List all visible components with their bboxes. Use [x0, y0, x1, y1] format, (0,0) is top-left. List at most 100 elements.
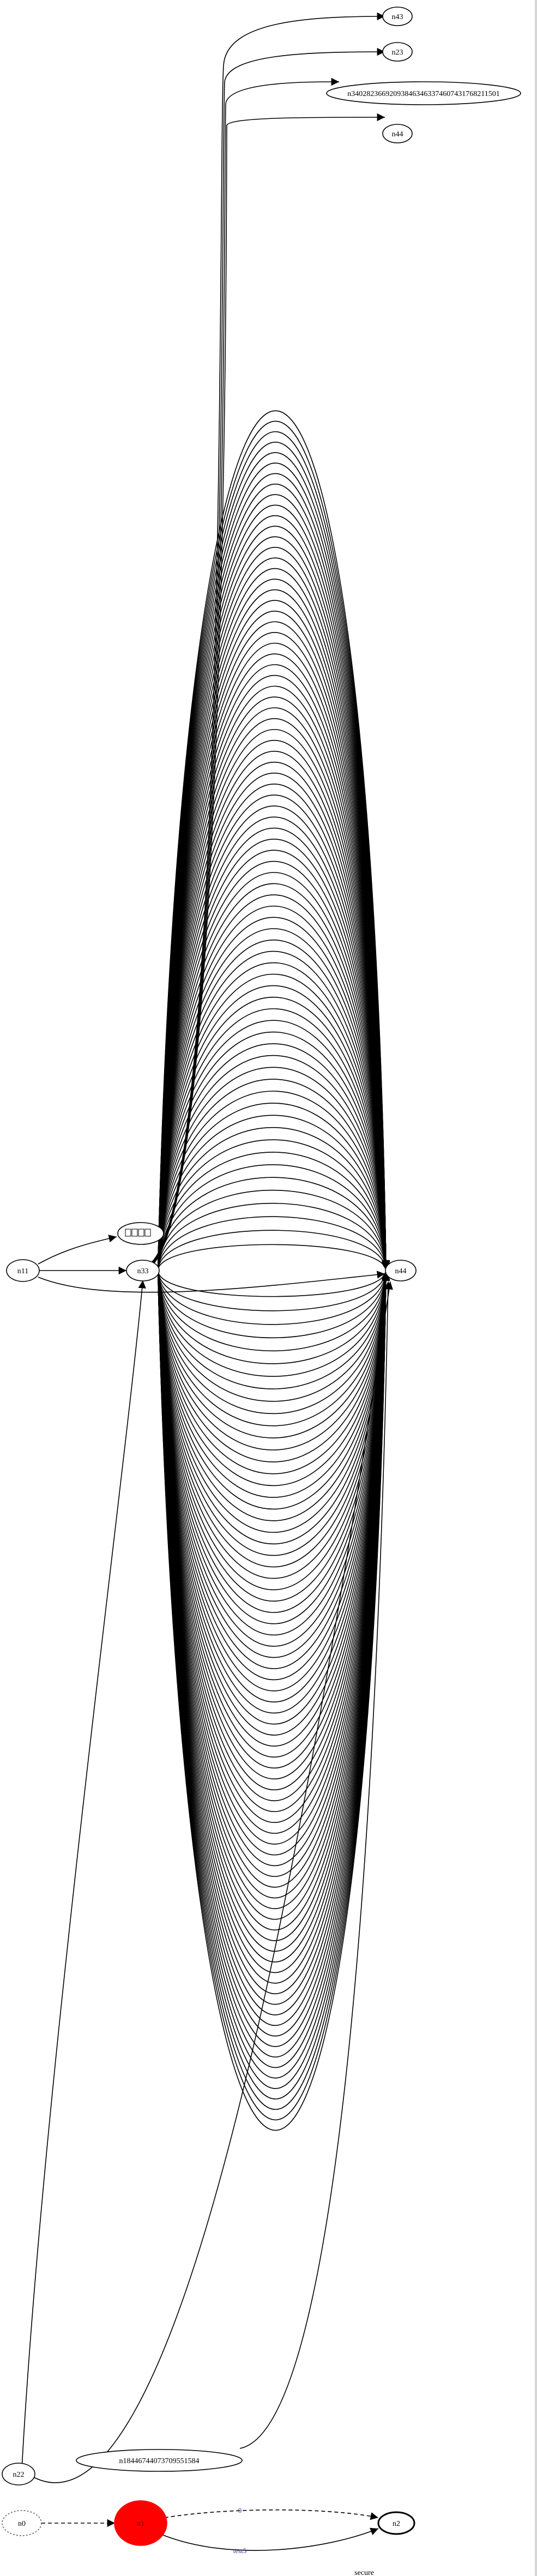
edge-n33-n44-up-9	[158, 1139, 390, 1270]
node-n18446744073709551584[interactable]: n18446744073709551584	[76, 2449, 243, 2472]
node-n33[interactable]: n33	[126, 1260, 160, 1281]
edge-n33-n44-up-54	[158, 632, 390, 1269]
edge-n33-n44-down-28	[158, 1272, 390, 1624]
edge-n33-n44-down-17	[158, 1271, 390, 1498]
edge-n33-n44-up-13	[158, 1091, 390, 1270]
edge-n11-n44	[38, 1271, 385, 1293]
edge-n33-n23	[146, 47, 385, 1268]
edge-n33-n44-up-31	[158, 883, 390, 1269]
edge-n33-n44-down-36	[158, 1272, 390, 1714]
edge-n33-n44-down-10	[158, 1271, 390, 1414]
node-n11[interactable]: n11	[6, 1259, 40, 1282]
edge-n33-n44-up-22	[158, 985, 390, 1270]
edge-n33-n44-up-36	[158, 827, 390, 1269]
edge-n33-n44-top	[146, 113, 385, 1270]
edge-n33-n44-up-70	[158, 462, 390, 1268]
edge-label-0: 0	[238, 2506, 242, 2514]
edge-n33-n44-up-57	[158, 600, 390, 1269]
edge-n33-n44-up-59	[158, 579, 390, 1269]
node-n340-label: n340282366920938463463374607431768211501	[347, 90, 499, 98]
edge-n33-n44-up-56	[158, 610, 390, 1269]
edge-n33-n44-up-58	[158, 589, 390, 1269]
edge-n33-n44-down-52	[158, 1272, 390, 1888]
edge-n33-n44-down-32	[158, 1272, 390, 1669]
edge-n33-n44-down-63	[158, 1273, 390, 2005]
edge-n33-n44-up-10	[158, 1127, 390, 1270]
edge-n33-n44-up-49	[158, 685, 390, 1269]
edge-n33-n44-up-52	[158, 653, 390, 1269]
edge-n33-n44-up-75	[158, 410, 390, 1268]
edge-n33-n44-up-17	[158, 1043, 390, 1270]
node-n43[interactable]: n43	[382, 7, 413, 26]
edge-n33-n44-up-68	[158, 484, 390, 1268]
edge-n33-n44-down-20	[158, 1271, 390, 1533]
edge-n33-n44-down-48	[158, 1272, 390, 1845]
edge-n33-n44-down-75	[158, 1273, 390, 2131]
edge-n33-n44-down-23	[158, 1271, 390, 1568]
edge-n33-n44-up-29	[158, 906, 390, 1269]
edge-n33-n44-up-15	[158, 1067, 390, 1270]
edge-n33-n44-down-27	[158, 1272, 390, 1613]
node-n1[interactable]: n1	[114, 2500, 167, 2546]
edge-n33-n44-down-18	[158, 1271, 390, 1510]
edge-n33-n44-down-59	[158, 1272, 390, 1963]
edge-n33-n44-down-57	[158, 1272, 390, 1941]
edge-n33-n44-up-67	[158, 494, 390, 1268]
node-n23[interactable]: n23	[382, 42, 413, 62]
node-n22[interactable]: n22	[2, 2463, 35, 2485]
edge-n33-n44-down-34	[158, 1272, 390, 1692]
node-n340282366920938463463374607431768211501[interactable]: n340282366920938463463374607431768211501	[326, 81, 521, 105]
edge-n33-n44-up-37	[158, 816, 390, 1269]
edge-n33-n44-down-26	[158, 1272, 390, 1602]
edge-n33-n44-up-46	[158, 718, 390, 1269]
node-n0[interactable]: n0	[2, 2510, 42, 2536]
edge-n33-n44-up-35	[158, 839, 390, 1269]
edge-n33-n44-up-50	[158, 675, 390, 1269]
edge-n33-n44-down-2	[158, 1271, 390, 1311]
edge-n1-n2-dashed	[164, 2509, 379, 2520]
edge-n33-n44-up-8	[158, 1152, 390, 1270]
edge-n33-n44-down-39	[158, 1272, 390, 1747]
edge-n33-n44-down-38	[158, 1272, 390, 1736]
node-n44[interactable]: n44	[385, 1260, 417, 1281]
edge-n33-n44-up-12	[158, 1103, 390, 1270]
node-n22-label: n22	[13, 2471, 25, 2479]
node-n2-label: n2	[393, 2520, 400, 2528]
node-glyph-unlabeled[interactable]	[117, 1222, 164, 1245]
edge-n33-n44-up-41	[158, 773, 390, 1269]
edge-n33-n44-up-51	[158, 664, 390, 1269]
right-edge-rule	[535, 0, 537, 2576]
node-n18-label: n18446744073709551584	[119, 2457, 200, 2465]
edge-n33-n44-down-16	[158, 1271, 390, 1486]
edge-n33-n44-down-55	[158, 1272, 390, 1920]
node-n44-label: n44	[395, 1267, 407, 1275]
subgraph-label-secure: secure	[354, 2569, 374, 2576]
edge-n33-n44-up-38	[158, 805, 390, 1269]
edge-n33-n44-down-46	[158, 1272, 390, 1823]
node-n44-top[interactable]: n44	[382, 124, 413, 143]
glyph-box-icon	[125, 1229, 151, 1237]
edge-n33-n44-up-71	[158, 452, 390, 1268]
edge-n33-n44-down-47	[158, 1272, 390, 1834]
edge-n33-n44-up-33	[158, 861, 390, 1269]
edge-n33-n44-down-43	[158, 1272, 390, 1791]
node-n2[interactable]: n2	[377, 2511, 415, 2535]
edge-n33-n44-up-24	[158, 962, 390, 1270]
edge-n33-n44-up-69	[158, 473, 390, 1268]
edge-n33-n44-down-25	[158, 1271, 390, 1591]
edges-to-top-nodes	[146, 12, 385, 1270]
edge-n33-n44-up-44	[158, 740, 390, 1269]
edge-n33-n44-up-20	[158, 1008, 390, 1270]
edge-n18-n44	[239, 1281, 392, 2449]
edge-n33-n43	[146, 12, 385, 1267]
edge-n33-n44-down-5	[158, 1271, 390, 1351]
edge-n33-n44-up-40	[158, 784, 390, 1269]
edge-n33-n44-up-26	[158, 940, 390, 1269]
edge-n33-n44-up-30	[158, 894, 390, 1269]
edge-n33-n44-down-29	[158, 1272, 390, 1635]
edge-n33-n44-up-6	[158, 1177, 390, 1271]
edge-n33-n44-down-37	[158, 1272, 390, 1725]
edge-n33-n44-down-71	[158, 1273, 390, 2089]
edge-n33-n44-down-40	[158, 1272, 390, 1758]
